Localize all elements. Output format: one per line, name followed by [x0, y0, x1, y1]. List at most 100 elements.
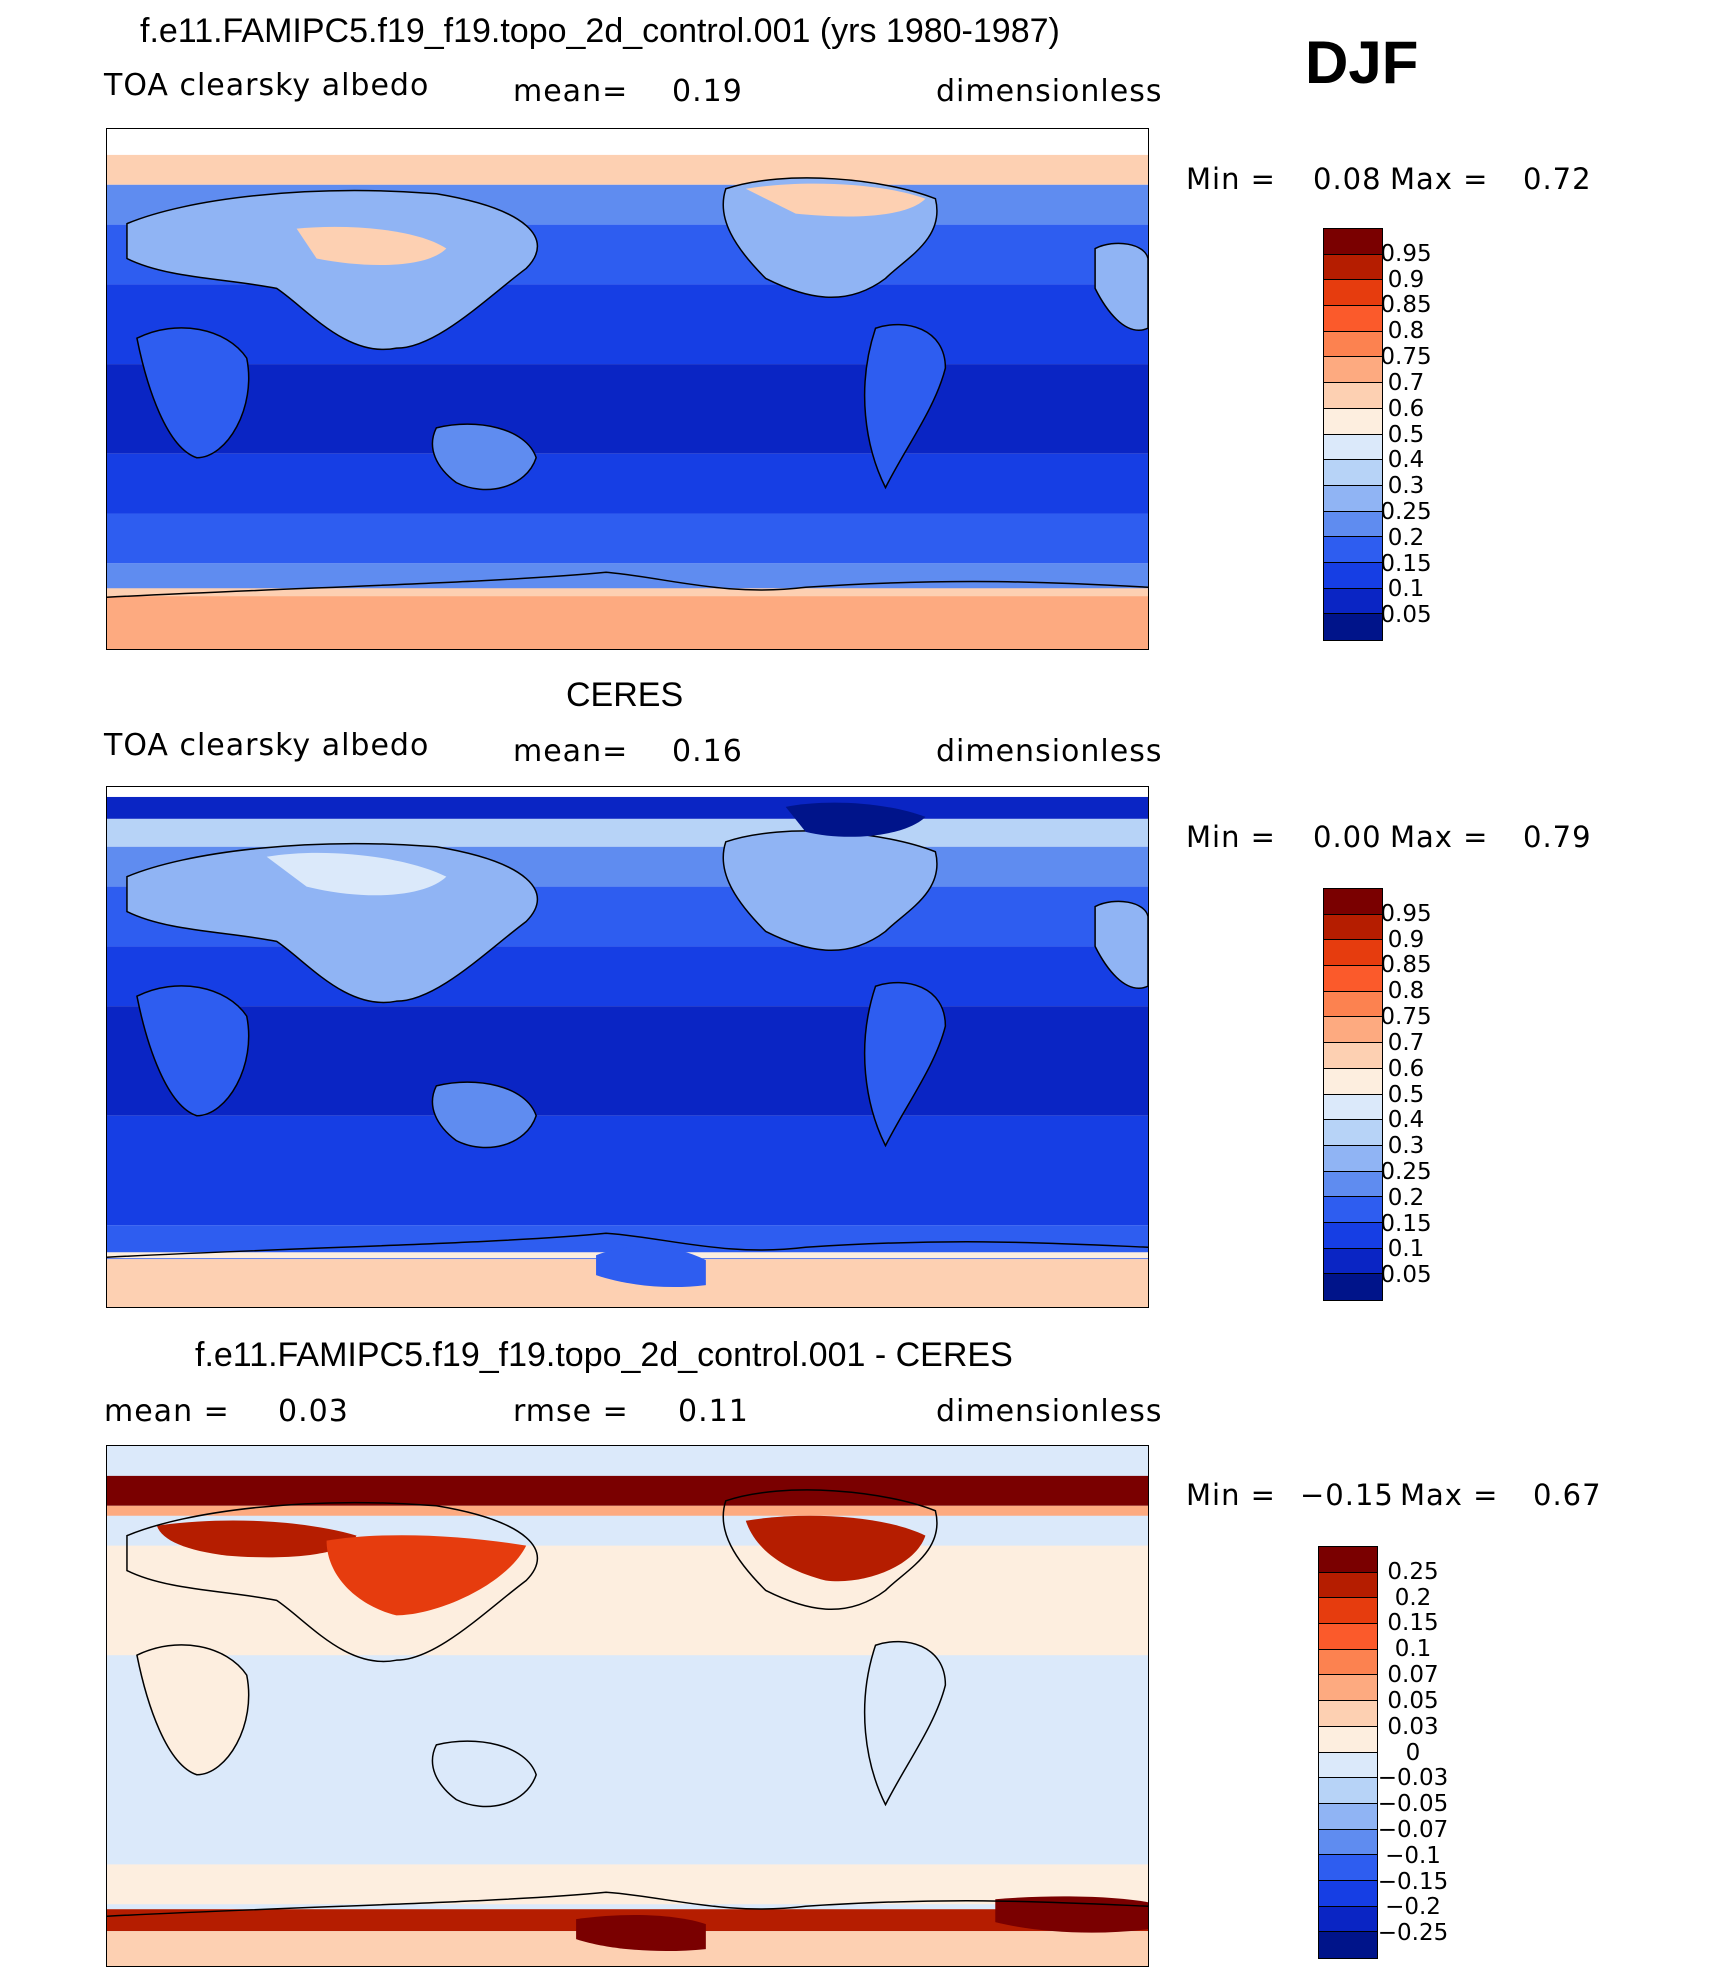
panel-3-units: dimensionless: [936, 1394, 1163, 1429]
colorbar-tick-label: 0.2: [1387, 524, 1425, 551]
colorbar-segment: [1324, 966, 1382, 992]
colorbar-tick-label: 0.1: [1394, 1636, 1432, 1663]
colorbar-tick-label: −0.2: [1385, 1894, 1441, 1921]
colorbar-segment: [1324, 1197, 1382, 1223]
panel-2-map: [106, 786, 1149, 1308]
colorbar-segment: [1324, 1017, 1382, 1044]
colorbar-tick-label: 0.9: [1387, 266, 1425, 293]
panel-3-min-value: −0.15: [1300, 1478, 1394, 1512]
colorbar-segment: [1319, 1598, 1377, 1625]
colorbar-tick-label: 0.75: [1380, 1004, 1432, 1031]
colorbar-tick-label: 0.4: [1387, 447, 1425, 474]
colorbar-tick-label: 0.6: [1387, 1055, 1425, 1082]
colorbar-tick-label: 0.03: [1387, 1713, 1439, 1740]
panel-3-min-label: Min =: [1186, 1478, 1276, 1512]
colorbar-tick-label: 0.25: [1380, 1158, 1432, 1185]
colorbar-tick-label: −0.05: [1377, 1791, 1449, 1818]
panel-1-colorbar: [1323, 228, 1383, 641]
panel-2-mean-value: 0.16: [672, 734, 743, 769]
panel-1-title: f.e11.FAMIPC5.f19_f19.topo_2d_control.00…: [140, 12, 1060, 50]
panel-2-title: CERES: [566, 676, 684, 714]
colorbar-tick-label: 0.15: [1387, 1610, 1439, 1637]
colorbar-segment: [1324, 1120, 1382, 1146]
colorbar-segment: [1324, 357, 1382, 384]
colorbar-segment: [1324, 383, 1382, 409]
colorbar-segment: [1324, 280, 1382, 307]
colorbar-segment: [1324, 306, 1382, 332]
panel-3-max-label: Max =: [1400, 1478, 1499, 1512]
colorbar-tick-label: 0.25: [1380, 498, 1432, 525]
colorbar-segment: [1319, 1752, 1377, 1779]
colorbar-segment: [1324, 940, 1382, 967]
panel-2-min-label: Min =: [1186, 820, 1276, 854]
colorbar-segment: [1319, 1829, 1377, 1856]
colorbar-segment: [1319, 1726, 1377, 1753]
panel-3-map: [106, 1445, 1149, 1967]
panel-2-units: dimensionless: [936, 734, 1163, 769]
colorbar-segment: [1324, 408, 1382, 435]
colorbar-tick-label: 0.75: [1380, 344, 1432, 371]
colorbar-segment: [1319, 1880, 1377, 1907]
colorbar-tick-label: 0.5: [1387, 421, 1425, 448]
colorbar-tick-label: 0: [1405, 1739, 1421, 1766]
colorbar-tick-label: 0.25: [1387, 1558, 1439, 1585]
colorbar-segment: [1319, 1932, 1377, 1958]
colorbar-segment: [1319, 1778, 1377, 1804]
colorbar-tick-label: 0.7: [1387, 1029, 1425, 1056]
colorbar-tick-label: 0.2: [1394, 1584, 1432, 1611]
colorbar-segment: [1324, 537, 1382, 563]
colorbar-tick-label: 0.7: [1387, 369, 1425, 396]
colorbar-tick-label: 0.8: [1387, 978, 1425, 1005]
colorbar-segment: [1319, 1701, 1377, 1727]
colorbar-tick-label: −0.25: [1377, 1920, 1449, 1947]
panel-2-colorbar: [1323, 888, 1383, 1301]
colorbar-tick-label: 0.85: [1380, 952, 1432, 979]
colorbar-segment: [1324, 1043, 1382, 1069]
colorbar-segment: [1324, 1068, 1382, 1095]
colorbar-segment: [1324, 1171, 1382, 1198]
colorbar-tick-label: 0.3: [1387, 473, 1425, 500]
panel-1-variable-label: TOA clearsky albedo: [104, 68, 430, 103]
panel-3-rmse-value: 0.11: [678, 1394, 749, 1429]
colorbar-tick-label: 0.4: [1387, 1107, 1425, 1134]
colorbar-tick-label: 0.9: [1387, 926, 1425, 953]
colorbar-tick-label: 0.5: [1387, 1081, 1425, 1108]
colorbar-segment: [1324, 889, 1382, 915]
panel-1-mean-value: 0.19: [672, 74, 743, 109]
colorbar-tick-label: −0.07: [1377, 1816, 1449, 1843]
panel-3-mean-label: mean =: [104, 1394, 230, 1429]
panel-3-colorbar-labels: 0.25 0.2 0.15 0.1 0.07 0.05 0.03 0 −0.03 −0.05 −0.…: [1378, 1546, 1473, 1959]
colorbar-tick-label: 0.15: [1380, 550, 1432, 577]
colorbar-segment: [1324, 562, 1382, 589]
panel-1-colorbar-labels: 0.95 0.9 0.85 0.8 0.75 0.7 0.6 0.5 0.4 0.3 0.25 0.2…: [1380, 228, 1466, 641]
panel-2-max-label: Max =: [1390, 820, 1489, 854]
colorbar-tick-label: 0.15: [1380, 1210, 1432, 1237]
colorbar-tick-label: 0.07: [1387, 1662, 1439, 1689]
colorbar-tick-label: 0.85: [1380, 292, 1432, 319]
panel-2-min-value: 0.00: [1313, 820, 1382, 854]
colorbar-segment: [1324, 331, 1382, 358]
colorbar-segment: [1319, 1803, 1377, 1830]
colorbar-tick-label: 0.95: [1380, 240, 1432, 267]
colorbar-tick-label: 0.05: [1387, 1687, 1439, 1714]
colorbar-segment: [1324, 1094, 1382, 1121]
panel-1-mean-label: mean=: [513, 74, 629, 109]
panel-1-map: [106, 128, 1149, 650]
colorbar-segment: [1324, 1274, 1382, 1300]
colorbar-segment: [1319, 1855, 1377, 1881]
colorbar-segment: [1324, 1222, 1382, 1249]
colorbar-tick-label: 0.6: [1387, 395, 1425, 422]
colorbar-segment: [1324, 588, 1382, 615]
colorbar-tick-label: −0.03: [1377, 1765, 1449, 1792]
panel-1-min-value: 0.08: [1313, 162, 1382, 196]
colorbar-segment: [1324, 614, 1382, 640]
colorbar-tick-label: 0.1: [1387, 1236, 1425, 1263]
colorbar-segment: [1319, 1675, 1377, 1702]
panel-1-max-label: Max =: [1390, 162, 1489, 196]
panel-3-rmse-label: rmse =: [513, 1394, 629, 1429]
panel-2-colorbar-labels: 0.95 0.9 0.85 0.8 0.75 0.7 0.6 0.5 0.4 0.3 0.25 0.2…: [1380, 888, 1466, 1301]
colorbar-tick-label: 0.8: [1387, 318, 1425, 345]
colorbar-segment: [1319, 1649, 1377, 1676]
panel-1-max-value: 0.72: [1523, 162, 1592, 196]
colorbar-segment: [1324, 229, 1382, 255]
